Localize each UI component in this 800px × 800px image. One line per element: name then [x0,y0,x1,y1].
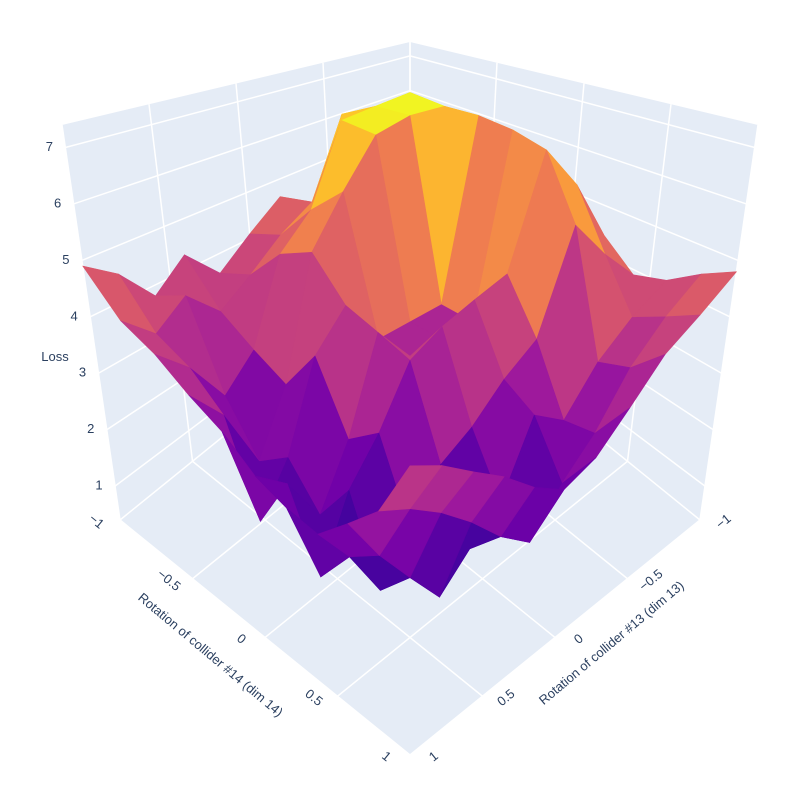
z-tick-label: 7 [46,139,53,154]
surface [82,92,737,598]
z-axis-title: Loss [41,349,69,364]
z-tick-label: 3 [79,365,86,380]
wall-grid-line [699,124,759,521]
wall-grid-line [409,89,747,205]
floor-grid-line [192,460,483,697]
z-tick-label: 5 [62,252,69,267]
surface-patch [378,465,443,512]
y-tick-label: −1 [713,511,734,532]
z-tick-label: 4 [71,308,78,323]
y-tick-label: −0.5 [636,566,665,594]
x-tick-label: 0.5 [302,686,325,709]
wall-grid-line [409,55,755,149]
y-tick-label: 1 [426,748,441,764]
z-tick-label: 1 [95,478,102,493]
x-tick-label: −0.5 [154,566,183,594]
floor-grid-line [119,519,411,756]
x-tick-label: 0 [234,631,249,647]
x-tick-label: 1 [379,748,394,764]
y-tick-label: 0 [571,631,586,647]
wall-grid-line [65,55,411,149]
x-tick-label: −1 [86,511,107,532]
wall-grid-line [73,89,411,205]
z-tick-label: 6 [54,195,61,210]
y-tick-label: 0.5 [494,686,517,709]
wall-grid-line [61,124,121,521]
z-tick-label: 2 [87,421,94,436]
